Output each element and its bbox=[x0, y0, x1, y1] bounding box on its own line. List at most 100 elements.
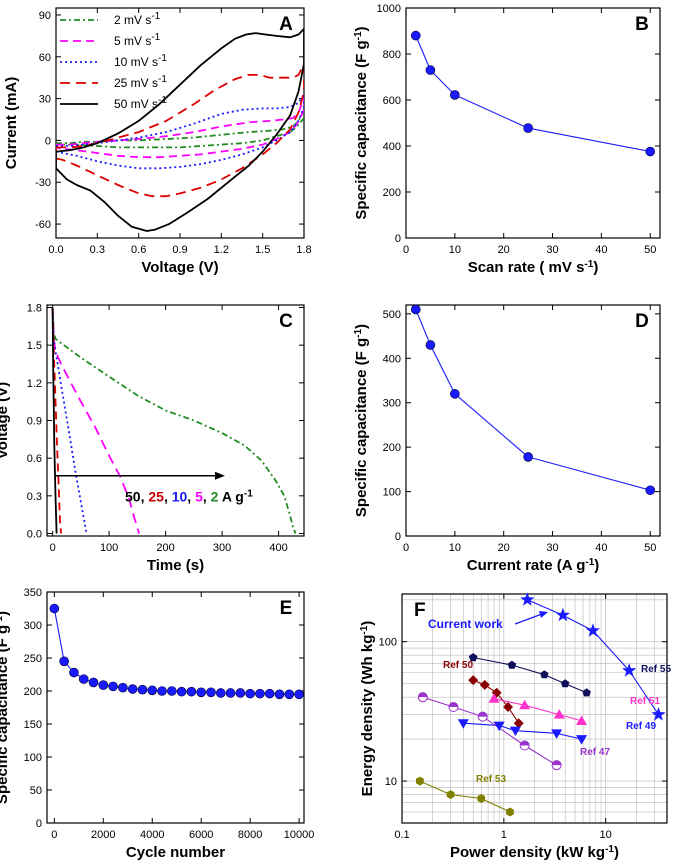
y-tick-label: 400 bbox=[383, 353, 401, 365]
y-tick-label: 0 bbox=[36, 818, 42, 830]
x-axis-label: Current rate (A g-1) bbox=[467, 557, 600, 575]
y-tick-label: 600 bbox=[383, 95, 401, 107]
data-point bbox=[235, 688, 246, 698]
data-point bbox=[425, 65, 436, 75]
data-point bbox=[59, 656, 69, 667]
legend-label: 10 mV s-1 bbox=[114, 53, 167, 70]
data-point bbox=[78, 674, 89, 684]
y-tick-label: 30 bbox=[39, 94, 51, 106]
data-point bbox=[523, 123, 533, 133]
x-tick-label: 1.5 bbox=[255, 244, 270, 256]
data-point bbox=[186, 686, 197, 697]
y-tick-label: 90 bbox=[39, 10, 51, 22]
data-point bbox=[127, 684, 138, 694]
x-axis-label: Time (s) bbox=[147, 557, 204, 574]
y-tick-label: 500 bbox=[383, 309, 401, 321]
data-point bbox=[519, 699, 531, 710]
x-tick-label: 300 bbox=[213, 542, 231, 554]
y-tick-label: -60 bbox=[35, 219, 51, 231]
current-work-arrow bbox=[514, 613, 543, 625]
series-line-ref-47 bbox=[422, 696, 557, 766]
y-tick-label: 0 bbox=[45, 135, 51, 147]
series-line-5-a-g-1 bbox=[51, 307, 140, 534]
data-point bbox=[225, 688, 236, 698]
y-tick-label: 1.5 bbox=[27, 340, 42, 352]
data-point bbox=[555, 607, 570, 622]
series-line-ref-53 bbox=[419, 780, 511, 813]
y-tick-label: 50 bbox=[30, 785, 42, 797]
data-point bbox=[69, 667, 79, 678]
data-point bbox=[520, 592, 535, 606]
legend-label: 25 mV s-1 bbox=[114, 74, 167, 91]
data-point bbox=[622, 663, 637, 677]
x-tick-label: 30 bbox=[546, 244, 558, 256]
series-line-2-mv-s bbox=[56, 108, 304, 149]
y-tick-label: 10 bbox=[385, 776, 397, 788]
plot-frame bbox=[401, 593, 668, 824]
x-tick-label: 1.8 bbox=[296, 244, 311, 256]
data-point bbox=[488, 693, 500, 703]
y-axis-label: Specific capacitance (F g-1) bbox=[353, 324, 371, 517]
y-axis-label: Energy density (Wh kg-1) bbox=[359, 621, 377, 797]
x-tick-label: 20 bbox=[498, 244, 510, 256]
x-tick-label: 40 bbox=[595, 244, 607, 256]
series-label-ref-50: Ref 50 bbox=[443, 660, 473, 671]
series-line-25-mv-s bbox=[56, 62, 304, 198]
y-tick-label: 0.0 bbox=[27, 528, 42, 540]
data-point bbox=[416, 776, 424, 786]
series-line-ref-55 bbox=[473, 656, 587, 694]
data-point bbox=[450, 389, 460, 399]
data-point bbox=[477, 794, 486, 803]
y-tick-label: 200 bbox=[383, 187, 401, 199]
panel-c: 0 100 200 300 400 0.0 0.3 0.6 0.9 1.2 1.5 1.8 Time (… bbox=[0, 303, 305, 574]
x-tick-label: 0 bbox=[50, 542, 56, 554]
data-point bbox=[448, 701, 459, 712]
data-point bbox=[137, 684, 148, 695]
panel-f: 0.1 1 10 10 100 Power density (kW kg-1) Energy… bbox=[359, 592, 671, 862]
y-tick-label: 0.6 bbox=[27, 453, 42, 465]
data-point bbox=[176, 686, 187, 697]
panel-a: 0.0 0.3 0.6 0.9 1.2 1.5 1.8 -60 -30 0 30 60 90 Voltag… bbox=[3, 7, 312, 276]
y-axis-label: Voltage (V) bbox=[0, 382, 11, 459]
data-point bbox=[468, 653, 478, 662]
annotation-text: 50, 25, 10, 5, 2 A g-1 bbox=[125, 488, 253, 505]
data-point bbox=[49, 603, 60, 614]
data-point bbox=[493, 721, 505, 732]
y-tick-label: 1.8 bbox=[27, 303, 42, 315]
y-tick-label: 0 bbox=[395, 233, 401, 245]
data-point bbox=[576, 735, 588, 745]
panel-label: F bbox=[414, 600, 426, 621]
y-tick-label: 0.9 bbox=[27, 416, 42, 428]
series-line-2-a-g-1 bbox=[51, 307, 297, 534]
data-point bbox=[645, 485, 656, 496]
x-tick-label: 8000 bbox=[238, 829, 262, 841]
y-axis-label: Current (mA) bbox=[3, 77, 20, 170]
y-axis-label: Specific capacitance (F g-1) bbox=[353, 26, 371, 219]
data-point bbox=[98, 680, 109, 690]
y-tick-label: 200 bbox=[383, 442, 401, 454]
x-tick-label: 20 bbox=[498, 542, 510, 554]
data-point bbox=[284, 689, 295, 700]
data-point bbox=[507, 660, 517, 669]
y-tick-label: 300 bbox=[24, 620, 42, 632]
arrow-head-icon bbox=[539, 611, 548, 618]
data-point bbox=[255, 688, 265, 699]
plot-frame bbox=[55, 7, 305, 239]
x-axis-label: Power density (kW kg-1) bbox=[450, 844, 619, 862]
arrow-head-icon bbox=[214, 471, 225, 480]
y-tick-label: 800 bbox=[383, 49, 401, 61]
data-point bbox=[118, 682, 128, 693]
data-point bbox=[274, 689, 285, 700]
legend-label: 50 mV s-1 bbox=[114, 95, 167, 112]
y-tick-label: 400 bbox=[383, 141, 401, 153]
x-tick-label: 10 bbox=[449, 244, 461, 256]
data-point bbox=[215, 688, 226, 698]
data-point bbox=[88, 677, 99, 688]
series-group bbox=[56, 27, 304, 232]
x-tick-label: 0 bbox=[403, 542, 409, 554]
x-tick-label: 1.2 bbox=[214, 244, 229, 256]
data-point bbox=[585, 623, 601, 637]
x-tick-label: 0.1 bbox=[394, 829, 409, 841]
